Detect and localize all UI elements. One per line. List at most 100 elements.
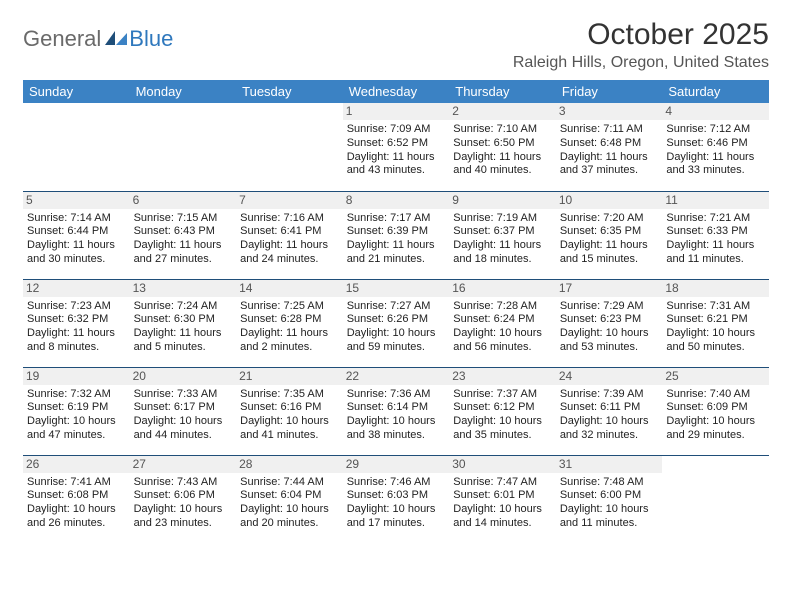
sunrise-text: Sunrise: 7:09 AM <box>347 123 446 137</box>
sunset-text: Sunset: 6:48 PM <box>560 137 659 151</box>
sunset-text: Sunset: 6:23 PM <box>560 313 659 327</box>
calendar-cell: 7Sunrise: 7:16 AMSunset: 6:41 PMDaylight… <box>236 191 343 279</box>
calendar-row: 26Sunrise: 7:41 AMSunset: 6:08 PMDayligh… <box>23 455 769 543</box>
daylight-text: Daylight: 10 hours <box>347 415 446 429</box>
sunset-text: Sunset: 6:46 PM <box>666 137 765 151</box>
daylight-text: and 5 minutes. <box>134 341 233 355</box>
daylight-text: Daylight: 10 hours <box>453 327 552 341</box>
sunset-text: Sunset: 6:44 PM <box>27 225 126 239</box>
daylight-text: and 43 minutes. <box>347 164 446 178</box>
sunrise-text: Sunrise: 7:47 AM <box>453 476 552 490</box>
day-number: 21 <box>236 368 343 385</box>
daylight-text: Daylight: 11 hours <box>134 239 233 253</box>
sunset-text: Sunset: 6:21 PM <box>666 313 765 327</box>
sunset-text: Sunset: 6:14 PM <box>347 401 446 415</box>
day-number: 4 <box>662 103 769 120</box>
logo-text-blue: Blue <box>129 26 173 52</box>
weekday-header: Tuesday <box>236 80 343 103</box>
day-number: 15 <box>343 280 450 297</box>
day-number: 27 <box>130 456 237 473</box>
calendar-cell: 29Sunrise: 7:46 AMSunset: 6:03 PMDayligh… <box>343 455 450 543</box>
calendar-cell: 1Sunrise: 7:09 AMSunset: 6:52 PMDaylight… <box>343 103 450 191</box>
sunrise-text: Sunrise: 7:46 AM <box>347 476 446 490</box>
daylight-text: and 56 minutes. <box>453 341 552 355</box>
calendar-cell: 17Sunrise: 7:29 AMSunset: 6:23 PMDayligh… <box>556 279 663 367</box>
sunrise-text: Sunrise: 7:21 AM <box>666 212 765 226</box>
logo-text-general: General <box>23 26 101 52</box>
sunset-text: Sunset: 6:43 PM <box>134 225 233 239</box>
daylight-text: Daylight: 10 hours <box>453 503 552 517</box>
sunrise-text: Sunrise: 7:44 AM <box>240 476 339 490</box>
sunrise-text: Sunrise: 7:33 AM <box>134 388 233 402</box>
sunset-text: Sunset: 6:39 PM <box>347 225 446 239</box>
daylight-text: Daylight: 10 hours <box>134 415 233 429</box>
daylight-text: Daylight: 11 hours <box>134 327 233 341</box>
daylight-text: and 29 minutes. <box>666 429 765 443</box>
sunrise-text: Sunrise: 7:16 AM <box>240 212 339 226</box>
sunrise-text: Sunrise: 7:37 AM <box>453 388 552 402</box>
sunrise-text: Sunrise: 7:25 AM <box>240 300 339 314</box>
day-number: 28 <box>236 456 343 473</box>
daylight-text: Daylight: 11 hours <box>666 239 765 253</box>
sunset-text: Sunset: 6:03 PM <box>347 489 446 503</box>
calendar-cell: 12Sunrise: 7:23 AMSunset: 6:32 PMDayligh… <box>23 279 130 367</box>
day-number: 9 <box>449 192 556 209</box>
calendar-page: General Blue October 2025 Raleigh Hills,… <box>0 0 792 612</box>
calendar-cell: 2Sunrise: 7:10 AMSunset: 6:50 PMDaylight… <box>449 103 556 191</box>
weekday-header: Friday <box>556 80 663 103</box>
day-number: 18 <box>662 280 769 297</box>
sunset-text: Sunset: 6:50 PM <box>453 137 552 151</box>
day-number: 25 <box>662 368 769 385</box>
daylight-text: and 40 minutes. <box>453 164 552 178</box>
daylight-text: Daylight: 11 hours <box>347 239 446 253</box>
calendar-row: 19Sunrise: 7:32 AMSunset: 6:19 PMDayligh… <box>23 367 769 455</box>
weekday-header-row: Sunday Monday Tuesday Wednesday Thursday… <box>23 80 769 103</box>
daylight-text: and 14 minutes. <box>453 517 552 531</box>
daylight-text: Daylight: 11 hours <box>27 327 126 341</box>
calendar-cell <box>23 103 130 191</box>
sunrise-text: Sunrise: 7:27 AM <box>347 300 446 314</box>
calendar-cell: 31Sunrise: 7:48 AMSunset: 6:00 PMDayligh… <box>556 455 663 543</box>
calendar-cell: 5Sunrise: 7:14 AMSunset: 6:44 PMDaylight… <box>23 191 130 279</box>
day-number: 6 <box>130 192 237 209</box>
calendar-cell <box>662 455 769 543</box>
daylight-text: and 37 minutes. <box>560 164 659 178</box>
weekday-header: Thursday <box>449 80 556 103</box>
sunset-text: Sunset: 6:37 PM <box>453 225 552 239</box>
calendar-cell: 9Sunrise: 7:19 AMSunset: 6:37 PMDaylight… <box>449 191 556 279</box>
sunset-text: Sunset: 6:09 PM <box>666 401 765 415</box>
day-number: 30 <box>449 456 556 473</box>
daylight-text: and 47 minutes. <box>27 429 126 443</box>
weekday-header: Wednesday <box>343 80 450 103</box>
calendar-cell: 30Sunrise: 7:47 AMSunset: 6:01 PMDayligh… <box>449 455 556 543</box>
daylight-text: Daylight: 11 hours <box>347 151 446 165</box>
daylight-text: and 11 minutes. <box>666 253 765 267</box>
sunset-text: Sunset: 6:24 PM <box>453 313 552 327</box>
daylight-text: Daylight: 10 hours <box>666 327 765 341</box>
sunrise-text: Sunrise: 7:40 AM <box>666 388 765 402</box>
daylight-text: Daylight: 10 hours <box>240 503 339 517</box>
sunset-text: Sunset: 6:35 PM <box>560 225 659 239</box>
daylight-text: Daylight: 11 hours <box>453 239 552 253</box>
daylight-text: Daylight: 11 hours <box>240 327 339 341</box>
daylight-text: and 27 minutes. <box>134 253 233 267</box>
day-number: 10 <box>556 192 663 209</box>
daylight-text: and 11 minutes. <box>560 517 659 531</box>
calendar-cell: 13Sunrise: 7:24 AMSunset: 6:30 PMDayligh… <box>130 279 237 367</box>
logo-sail-icon <box>105 31 127 47</box>
calendar-cell: 21Sunrise: 7:35 AMSunset: 6:16 PMDayligh… <box>236 367 343 455</box>
daylight-text: and 21 minutes. <box>347 253 446 267</box>
day-number: 12 <box>23 280 130 297</box>
sunrise-text: Sunrise: 7:24 AM <box>134 300 233 314</box>
sunset-text: Sunset: 6:30 PM <box>134 313 233 327</box>
daylight-text: Daylight: 11 hours <box>666 151 765 165</box>
weekday-header: Saturday <box>662 80 769 103</box>
day-number: 3 <box>556 103 663 120</box>
sunset-text: Sunset: 6:06 PM <box>134 489 233 503</box>
daylight-text: and 33 minutes. <box>666 164 765 178</box>
day-number: 5 <box>23 192 130 209</box>
daylight-text: and 41 minutes. <box>240 429 339 443</box>
daylight-text: and 59 minutes. <box>347 341 446 355</box>
daylight-text: Daylight: 11 hours <box>453 151 552 165</box>
logo: General Blue <box>23 26 173 52</box>
